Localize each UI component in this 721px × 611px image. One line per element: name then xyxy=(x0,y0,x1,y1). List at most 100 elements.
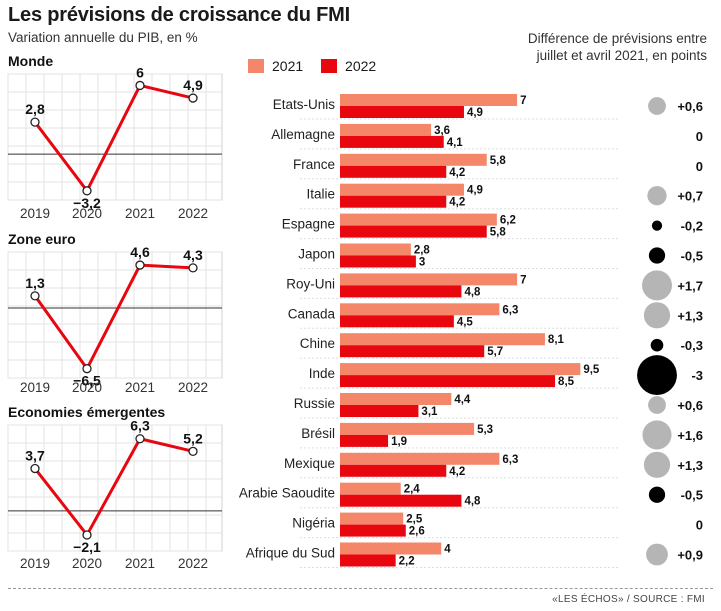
panel-2-title: Zone euro xyxy=(8,231,76,247)
bar-value-label-2022: 4,8 xyxy=(464,496,481,508)
difference-title: Différence de prévisions entre juillet e… xyxy=(527,31,707,63)
bar-2021 xyxy=(340,512,404,525)
bar-category-label: Espagne xyxy=(282,217,335,232)
bar-2022 xyxy=(340,255,416,268)
bar-value-label-2022: 4,1 xyxy=(447,137,464,149)
panel-2-point xyxy=(30,291,40,301)
panel-2-x-tick: 2019 xyxy=(20,380,50,395)
bar-category-label: Etats-Unis xyxy=(273,97,336,112)
panel-1-data-label: 2,8 xyxy=(25,101,45,117)
bar-2021 xyxy=(340,393,452,405)
bar-value-label-2021: 2,4 xyxy=(404,484,421,496)
difference-bubble xyxy=(651,220,663,231)
difference-bubble xyxy=(648,97,666,115)
chart-subtitle: Variation annuelle du PIB, en % xyxy=(8,30,198,45)
difference-label: +1,7 xyxy=(677,278,703,293)
panel-1-data-label: 6 xyxy=(136,64,144,80)
panel-1-x-tick: 2021 xyxy=(125,206,155,221)
bar-value-label-2022: 4,5 xyxy=(457,316,474,328)
difference-bubble xyxy=(647,186,667,206)
bar-category-label: Japon xyxy=(298,247,335,262)
panel-2-data-label: 1,3 xyxy=(25,275,45,291)
bar-category-label: Italie xyxy=(306,187,335,202)
difference-label: +0,7 xyxy=(677,189,703,204)
bar-value-label-2022: 5,8 xyxy=(490,227,507,239)
panel-3-title: Economies émergentes xyxy=(8,404,165,420)
difference-label: -3 xyxy=(691,368,703,383)
difference-bubble xyxy=(648,247,666,264)
bar-2021 xyxy=(340,303,500,316)
panel-1-point xyxy=(188,93,198,103)
bar-value-label-2022: 1,9 xyxy=(391,436,407,448)
panel-2-data-label: 4,6 xyxy=(130,244,150,260)
difference-bubble xyxy=(643,302,671,329)
bar-legend: 2021 2022 xyxy=(248,58,390,78)
bar-value-label-2021: 5,3 xyxy=(477,424,493,436)
difference-label: -0,2 xyxy=(681,219,703,234)
bar-category-label: Nigéria xyxy=(292,516,335,531)
bar-category-label: Arabie Saoudite xyxy=(239,486,335,501)
footer-rule xyxy=(8,588,713,589)
difference-bubble xyxy=(650,338,664,352)
bar-2022 xyxy=(340,434,389,447)
source-note: «LES ÉCHOS» / SOURCE : FMI xyxy=(552,594,705,605)
bar-value-label-2022: 8,5 xyxy=(558,376,575,388)
panel-1-point xyxy=(135,80,145,91)
bar-category-label: Mexique xyxy=(284,456,335,471)
bar-category-label: Allemagne xyxy=(271,127,335,142)
bar-2022 xyxy=(340,554,396,567)
bar-category-label: Brésil xyxy=(301,426,335,441)
difference-bubble xyxy=(643,451,671,478)
bar-2021 xyxy=(340,94,518,106)
panel-2-data-label: 4,3 xyxy=(183,247,203,263)
legend-label-2022: 2022 xyxy=(345,58,377,74)
bar-category-label: France xyxy=(293,157,335,172)
panel-3-x-tick: 2021 xyxy=(125,556,155,571)
bar-category-label: Chine xyxy=(300,336,335,351)
bar-2022 xyxy=(340,225,487,238)
bar-value-label-2021: 8,1 xyxy=(548,334,565,346)
panel-3-point xyxy=(135,434,145,444)
panel-3-x-tick: 2020 xyxy=(72,556,102,571)
bar-2021 xyxy=(340,542,442,555)
difference-bubble xyxy=(637,355,677,396)
panel-3-data-label: −2,1 xyxy=(73,539,101,555)
difference-bubble xyxy=(648,396,666,414)
panel-3-point xyxy=(30,463,40,474)
legend-swatch-2022 xyxy=(321,59,338,73)
difference-label: +0,6 xyxy=(677,99,703,114)
bar-2022 xyxy=(340,494,462,507)
bar-2021 xyxy=(340,452,500,465)
bar-2022 xyxy=(340,195,447,208)
legend-swatch-2021 xyxy=(248,59,264,73)
bar-value-label-2021: 6,3 xyxy=(502,304,518,316)
panel-3-data-label: 3,7 xyxy=(25,448,45,464)
bar-value-label-2021: 7 xyxy=(520,274,526,286)
difference-label: +1,3 xyxy=(677,458,703,473)
bar-value-label-2022: 4,8 xyxy=(464,286,481,298)
panel-2-point xyxy=(188,263,198,273)
chart-canvas: Monde 2,8 −3,2 6 4,9 2019 2020 2021 2022 Zone eur… xyxy=(7,53,703,571)
bar-2021 xyxy=(340,422,475,435)
difference-label: -0,3 xyxy=(681,338,703,353)
panel-1-x-tick: 2019 xyxy=(20,206,50,221)
bar-2022 xyxy=(340,165,447,178)
bar-2021 xyxy=(340,183,464,196)
panel-3-point xyxy=(188,446,198,456)
bar-2021 xyxy=(340,273,518,286)
difference-label: 0 xyxy=(696,129,703,144)
bar-category-label: Roy-Uni xyxy=(286,276,335,291)
panel-2-point xyxy=(82,364,92,374)
panel-1-x-tick: 2022 xyxy=(178,206,208,221)
bar-2021 xyxy=(340,213,497,226)
panel-3-data-label: 5,2 xyxy=(183,430,203,446)
bar-value-label-2021: 7 xyxy=(520,95,526,107)
panel-1-x-tick: 2020 xyxy=(72,206,102,221)
bar-value-label-2021: 4,9 xyxy=(467,185,483,197)
difference-label: 0 xyxy=(696,518,703,533)
bar-2021 xyxy=(340,482,401,495)
panel-2-data-label: −6,5 xyxy=(73,373,101,389)
bar-value-label-2022: 3 xyxy=(419,257,425,269)
bar-value-label-2021: 6,3 xyxy=(502,454,518,466)
bar-2021 xyxy=(340,243,411,256)
